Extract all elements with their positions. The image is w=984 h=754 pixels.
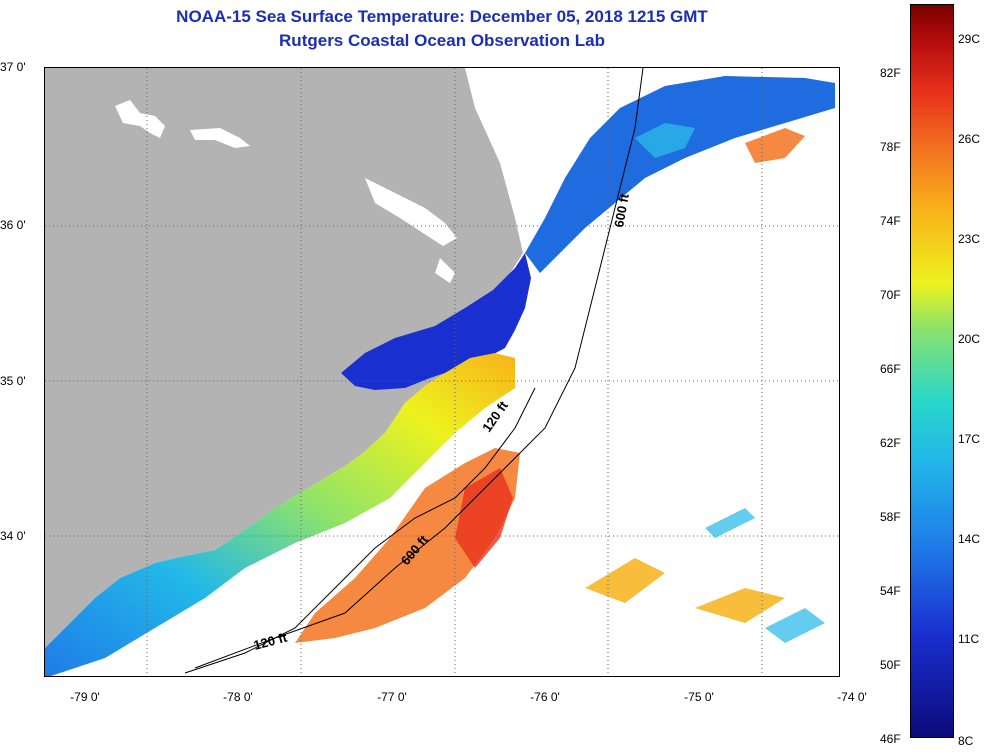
colorbar-label-f: 54F bbox=[880, 584, 901, 598]
latitude-label: 37 0' bbox=[0, 60, 26, 74]
longitude-label: -74 0' bbox=[837, 690, 867, 704]
colorbar-label-f: 70F bbox=[880, 288, 901, 302]
gulf-stream-north bbox=[635, 123, 695, 158]
colorbar-label-c: 8C bbox=[958, 734, 974, 748]
longitude-label: -77 0' bbox=[377, 690, 407, 704]
colorbar-label-f: 78F bbox=[880, 140, 901, 154]
colorbar-label-c: 23C bbox=[958, 232, 981, 246]
graticule bbox=[45, 68, 839, 676]
latitude-label: 34 0' bbox=[0, 529, 26, 543]
chart-title: NOAA-15 Sea Surface Temperature: Decembe… bbox=[176, 7, 708, 26]
sst-map: 120 ft 600 ft 600 ft 120 ft bbox=[44, 67, 840, 677]
colorbar-label-f: 50F bbox=[880, 658, 901, 672]
colorbar-label-c: 29C bbox=[958, 32, 981, 46]
colorbar-label-c: 11C bbox=[958, 632, 980, 646]
warm-streak-southeast bbox=[585, 558, 785, 623]
colorbar-label-c: 17C bbox=[958, 432, 981, 446]
colorbar-label-f: 62F bbox=[880, 436, 901, 450]
isobath-600ft bbox=[194, 68, 644, 669]
longitude-label: -79 0' bbox=[70, 690, 100, 704]
colorbar-label-f: 82F bbox=[880, 66, 901, 80]
colorbar-label-c: 14C bbox=[958, 532, 981, 546]
longitude-label: -76 0' bbox=[530, 690, 560, 704]
longitude-label: -75 0' bbox=[684, 690, 714, 704]
colorbar-label-c: 26C bbox=[958, 132, 981, 146]
longitude-label: -78 0' bbox=[223, 690, 253, 704]
isobath-120ft bbox=[184, 387, 536, 674]
colorbar-label-f: 58F bbox=[880, 510, 901, 524]
latitude-label: 36 0' bbox=[0, 218, 26, 232]
nearshore-band bbox=[45, 353, 515, 676]
map-canvas: 120 ft 600 ft 600 ft 120 ft bbox=[45, 68, 839, 676]
isobath-label: 600 ft bbox=[611, 192, 632, 229]
gulf-stream-hot bbox=[455, 468, 513, 568]
inland-water bbox=[115, 100, 457, 283]
warm-patch-north bbox=[745, 128, 805, 163]
latitude-label: 35 0' bbox=[0, 374, 26, 388]
colorbar-label-c: 20C bbox=[958, 332, 981, 346]
chart-subtitle: Rutgers Coastal Ocean Observation Lab bbox=[279, 31, 605, 50]
northern-plume bbox=[525, 76, 835, 273]
temperature-colorbar bbox=[910, 4, 954, 738]
colorbar-label-f: 74F bbox=[880, 214, 901, 228]
colorbar-label-f: 46F bbox=[880, 732, 901, 746]
colorbar-label-f: 66F bbox=[880, 362, 901, 376]
